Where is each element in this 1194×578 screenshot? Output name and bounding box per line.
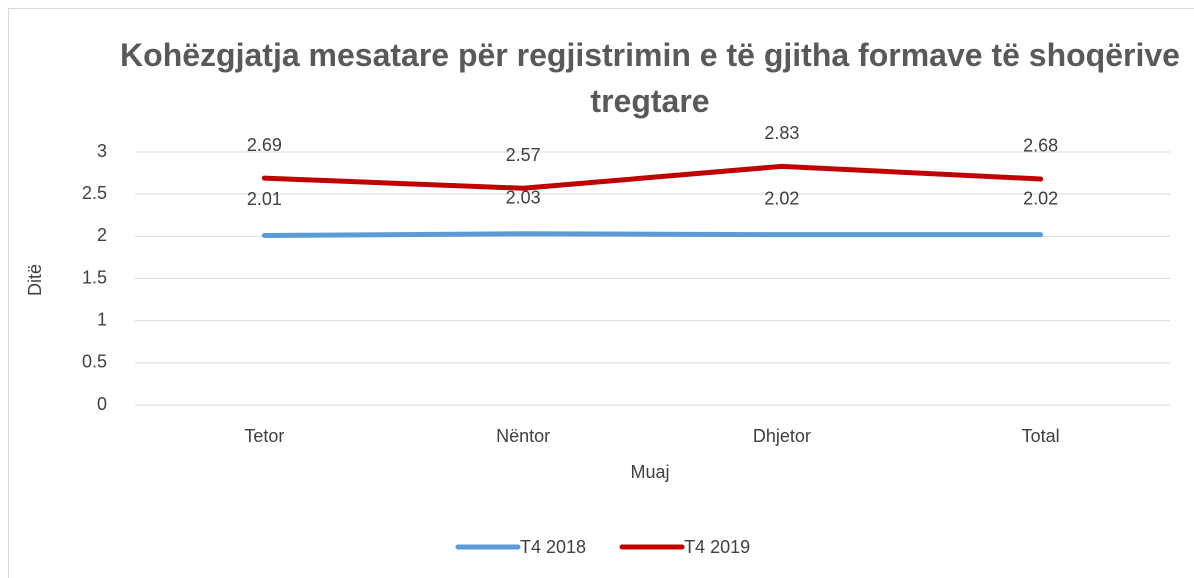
chart-title: Kohëzgjatja mesatare për regjistrimin e … [120, 37, 1180, 119]
chart-border [8, 8, 1194, 578]
data-label: 2.68 [1023, 136, 1058, 156]
data-label: 2.02 [764, 188, 799, 208]
legend-label: T4 2018 [520, 537, 586, 557]
x-tick-label: Tetor [244, 426, 284, 446]
line-series [261, 163, 1044, 191]
y-axis-label: Ditë [25, 264, 45, 296]
y-tick-label: 1.5 [82, 267, 107, 287]
data-label: 2.69 [247, 135, 282, 155]
y-tick-label: 1 [97, 309, 107, 329]
data-label: 2.83 [764, 123, 799, 143]
y-tick-label: 2.5 [82, 183, 107, 203]
data-label: 2.01 [247, 189, 282, 209]
x-tick-label: Total [1022, 426, 1060, 446]
data-label: 2.02 [1023, 188, 1058, 208]
y-tick-label: 3 [97, 141, 107, 161]
y-tick-label: 0.5 [82, 352, 107, 372]
x-tick-label: Nëntor [496, 426, 550, 446]
x-tick-label: Dhjetor [753, 426, 811, 446]
data-label: 2.03 [506, 188, 541, 208]
x-axis-label: Muaj [630, 462, 669, 482]
data-label: 2.57 [506, 145, 541, 165]
legend-label: T4 2019 [684, 537, 750, 557]
y-tick-label: 2 [97, 225, 107, 245]
y-tick-label: 0 [97, 394, 107, 414]
line-series [261, 231, 1044, 238]
